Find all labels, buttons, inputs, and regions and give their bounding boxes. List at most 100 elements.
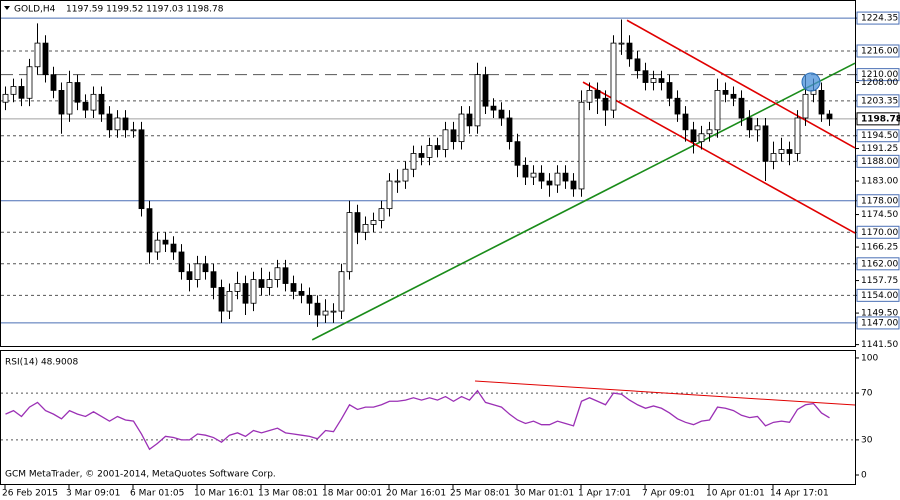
x-tick-label: 10 Apr 01:01 (706, 489, 765, 499)
candle-body (770, 153, 777, 162)
y-tick-box (856, 154, 900, 168)
candle-body (314, 302, 321, 316)
candle-body (50, 74, 57, 91)
x-tick-label: 30 Mar 01:01 (514, 489, 574, 499)
candle-body (818, 90, 825, 115)
rsi-layer: 0 30 70 100 (1, 353, 878, 480)
candle-body (82, 101, 89, 111)
y-tick-label: 1166.25 (861, 243, 898, 253)
candle-body (138, 129, 145, 210)
rsi-title: RSI(14) 48.9008 (5, 358, 78, 368)
candle-body (554, 172, 561, 186)
candle-body (658, 78, 665, 83)
trend-line (311, 62, 856, 341)
candle-body (802, 93, 809, 119)
candle-body (474, 74, 481, 127)
y-tick-box (856, 194, 900, 208)
y-tick-label: 1224.35 (861, 14, 898, 24)
candle-body (258, 279, 265, 288)
candle-body (650, 78, 657, 83)
rsi-tick-label: 70 (861, 389, 873, 399)
candle-body (738, 97, 745, 119)
candle-body (42, 42, 49, 76)
y-tick-box (856, 288, 900, 302)
y-tick-box (856, 11, 900, 25)
candle-body (426, 145, 433, 158)
y-tick-label: 1203.35 (861, 96, 898, 106)
candle-body (114, 117, 121, 131)
footer: GCM MetaTrader, © 2001-2014, MetaQuotes … (5, 470, 276, 480)
candle-body (218, 287, 225, 312)
rsi-tick-label: 0 (861, 470, 867, 480)
candle-body (538, 172, 545, 182)
candle-body (202, 263, 209, 273)
y-tick-box (856, 129, 900, 143)
candle-body (26, 66, 33, 99)
candle-body (306, 294, 313, 304)
candle-body (298, 290, 305, 296)
candle-body (706, 129, 713, 135)
y-tick-label: 1157.75 (861, 276, 898, 286)
x-tick-label: 7 Apr 09:01 (642, 489, 695, 499)
y-tick-box (856, 44, 900, 58)
candle-body (2, 93, 9, 103)
x-tick-label: 25 Mar 08:01 (450, 489, 510, 499)
candle-body (434, 145, 441, 150)
candle-body (66, 82, 73, 115)
candle-body (10, 86, 17, 95)
x-tick-label: 10 Mar 16:01 (194, 489, 254, 499)
candle-body (162, 239, 169, 245)
candle-body (698, 133, 705, 143)
x-tick-label: 14 Apr 17:01 (770, 489, 829, 499)
candle-body (610, 42, 617, 111)
candle-body (194, 263, 201, 280)
rsi-panel (0, 350, 856, 485)
y-tick-label: 1170.00 (861, 228, 898, 238)
y-tick-label: 1208.00 (861, 78, 898, 88)
candle-body (386, 180, 393, 210)
candle-body (762, 125, 769, 162)
y-tick-box (856, 257, 900, 271)
y-tick-label: 1162.00 (861, 259, 898, 269)
candle-body (170, 243, 177, 253)
candle-body (522, 164, 529, 178)
candle-body (642, 70, 649, 83)
x-tick-label: 3 Mar 09:01 (66, 489, 120, 499)
candle-body (122, 117, 129, 131)
candle-body (546, 180, 553, 186)
menu-arrow (4, 6, 10, 10)
y-tick-label: 1216.00 (861, 46, 898, 56)
candle-body (226, 290, 233, 312)
candle-body (618, 42, 625, 45)
candle-body (370, 220, 377, 225)
candle-body (602, 97, 609, 111)
y-tick-label: 1141.50 (861, 340, 898, 350)
y-tick-label: 1210.00 (861, 70, 898, 80)
candle-body (578, 101, 585, 190)
candle-body (74, 82, 81, 103)
x-tick-label: 18 Mar 00:01 (322, 489, 382, 499)
candle-body (410, 153, 417, 170)
candle-body (282, 267, 289, 284)
candle-body (442, 129, 449, 150)
candle-body (290, 283, 297, 292)
candle-body (626, 42, 633, 60)
y-tick-label: 1198.78 (861, 114, 900, 124)
candle-body (586, 90, 593, 103)
candle-body (378, 208, 385, 221)
candle-body (450, 129, 457, 143)
candle-body (242, 283, 249, 304)
candle-body (130, 129, 137, 132)
candle-body (210, 271, 217, 288)
candle-body (722, 90, 729, 95)
x-tick-label: 13 Mar 08:01 (258, 489, 318, 499)
candle-body (178, 251, 185, 273)
candle-body (98, 93, 105, 115)
rsi-line (5, 389, 830, 451)
candle-body (786, 149, 793, 154)
candle-body (266, 279, 273, 288)
chart-title: GOLD,H4 (14, 5, 56, 15)
y-tick-label: 1147.00 (861, 318, 898, 328)
